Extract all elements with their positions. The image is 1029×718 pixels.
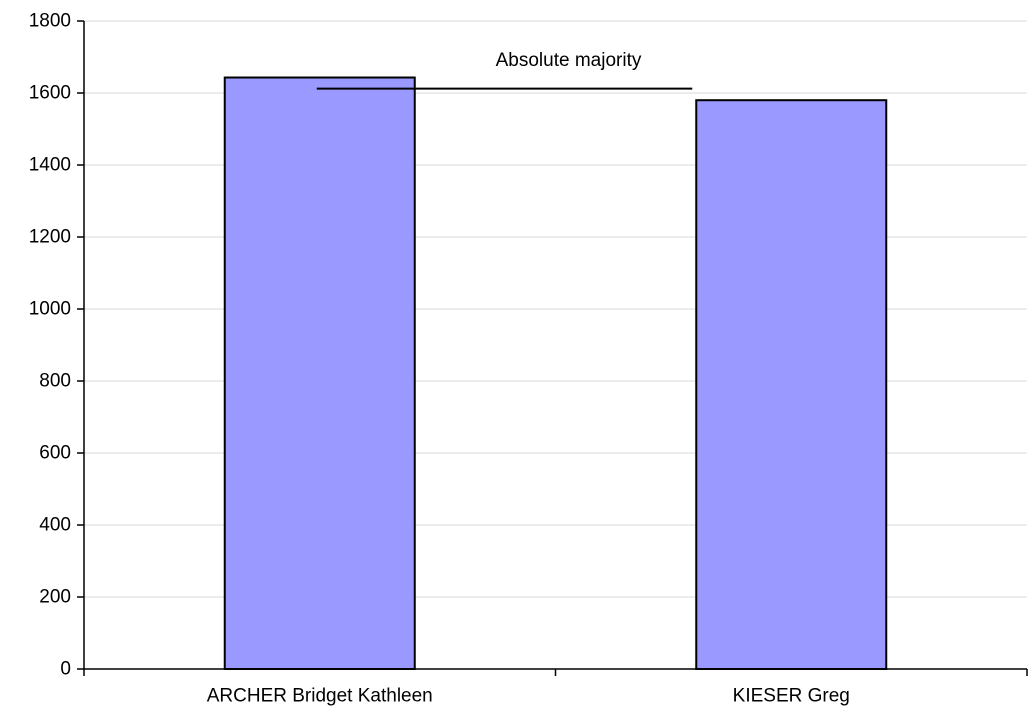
- y-tick-label: 1400: [29, 155, 71, 176]
- x-tick-label: KIESER Greg: [733, 686, 850, 707]
- y-axis-ticks: 0 200 400 600 800 1000 1200 1400 1600 1800: [29, 11, 84, 680]
- majority-label: Absolute majority: [496, 50, 642, 71]
- y-tick-label: 800: [39, 371, 71, 392]
- y-tick-label: 1000: [29, 299, 71, 320]
- y-tick-label: 200: [39, 587, 71, 608]
- bars: [223, 76, 888, 670]
- bar: [223, 76, 416, 670]
- y-tick-label: 600: [39, 443, 71, 464]
- y-tick-label: 1600: [29, 83, 71, 104]
- y-tick-label: 0: [60, 659, 71, 680]
- y-tick-label: 1800: [29, 11, 71, 32]
- x-tick-label: ARCHER Bridget Kathleen: [207, 686, 433, 707]
- y-tick-label: 400: [39, 515, 71, 536]
- bar: [695, 99, 888, 670]
- x-axis-ticks: ARCHER Bridget Kathleen KIESER Greg: [83, 669, 1028, 707]
- y-tick-label: 1200: [29, 227, 71, 248]
- majority-annotation: Absolute majority: [316, 50, 693, 90]
